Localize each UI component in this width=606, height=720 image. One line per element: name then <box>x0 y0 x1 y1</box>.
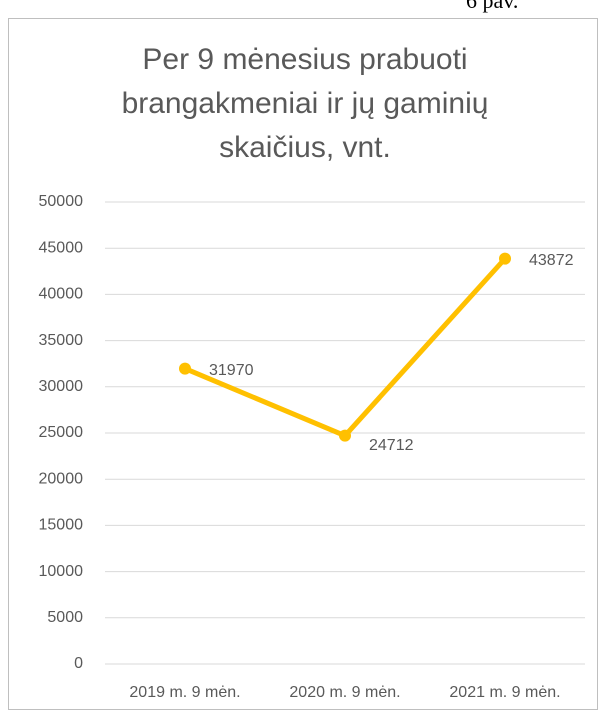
y-tick-label: 35000 <box>39 332 84 349</box>
marker <box>499 252 511 265</box>
y-tick-label: 25000 <box>39 424 84 441</box>
y-tick-label: 45000 <box>39 239 84 256</box>
chart-border <box>8 18 598 710</box>
data-label: 31970 <box>209 362 254 379</box>
y-tick-label: 20000 <box>39 470 84 487</box>
data-label: 24712 <box>369 437 414 454</box>
y-tick-label: 40000 <box>39 286 84 303</box>
y-tick-label: 30000 <box>39 378 84 395</box>
y-tick-label: 5000 <box>47 609 83 626</box>
y-tick-label: 10000 <box>39 563 84 580</box>
data-label: 43872 <box>529 252 574 269</box>
y-tick-label: 50000 <box>39 193 84 210</box>
x-tick-label: 2020 m. 9 mėn. <box>289 684 400 701</box>
marker <box>179 362 191 375</box>
chart-title: Per 9 mėnesius prabuoti brangakmeniai ir… <box>121 43 489 164</box>
y-tick-label: 0 <box>74 655 83 672</box>
figure-caption: 6 pav. <box>466 0 519 13</box>
y-tick-label: 15000 <box>39 517 84 534</box>
marker <box>339 429 351 442</box>
x-tick-label: 2021 m. 9 mėn. <box>449 684 560 701</box>
x-tick-label: 2019 m. 9 mėn. <box>129 684 240 701</box>
